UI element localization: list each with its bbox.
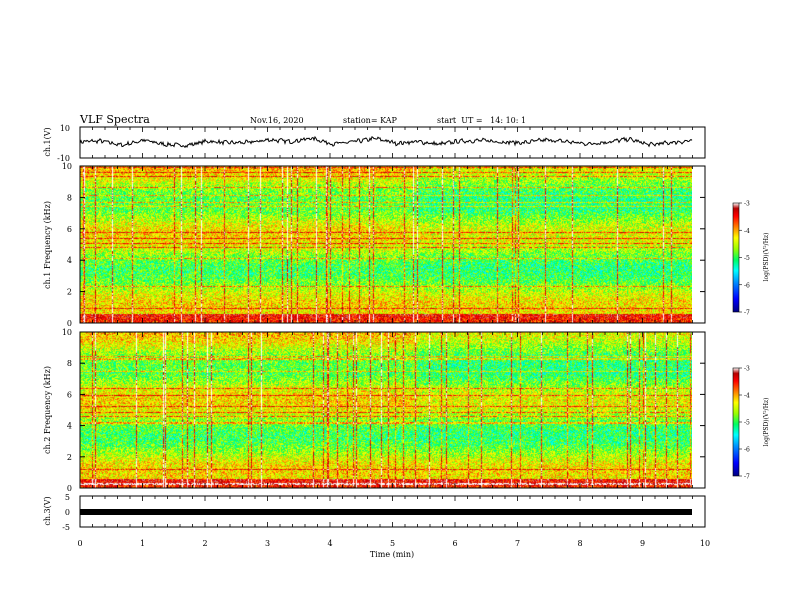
yt3-ytick-8: 8 (67, 359, 72, 368)
ch3-ytick-top: 5 (65, 493, 70, 502)
yt3-ytick-6: 6 (67, 390, 72, 399)
ch1-colorbar-gradient (732, 202, 740, 313)
cb2ticks-tick--7: -7 (744, 474, 750, 481)
ch3-waveform-trace (80, 509, 692, 515)
ch1-spectrogram-panel: 0 2 4 6 8 10 ch.1 Frequency (kHz) (43, 162, 706, 328)
yt3-ytick-10: 10 (62, 328, 72, 337)
date-label: Nov.16, 2020 (250, 116, 304, 125)
cb2ticks-tick--6: -6 (744, 447, 750, 454)
cb2ticks-tick--5: -5 (744, 420, 750, 427)
yt2-ytick-4: 4 (67, 256, 72, 265)
ch1-spectrogram-image (80, 166, 692, 323)
time-axis-tick-labels: 0 1 2 3 4 5 6 7 8 9 10 (77, 539, 710, 548)
ch2-spectrogram-ylabel: ch.2 Frequency (kHz) (43, 366, 52, 454)
ch2-colorbar-label: log(PSD)(V²/Hz) (763, 398, 770, 447)
time-tick-label-10: 10 (700, 539, 710, 548)
yt3-ytick-2: 2 (67, 453, 72, 462)
time-tick-label-9: 9 (640, 539, 645, 548)
figure-title: VLF Spectra (79, 113, 150, 126)
ch3-waveform-panel: 5 0 -5 ch.3(V) (43, 493, 706, 532)
cb1ticks-tick--3: -3 (744, 201, 750, 208)
ch1-waveform-ylabel: ch.1(V) (43, 127, 52, 156)
yt2-ytick-2: 2 (67, 288, 72, 297)
yt2-ytick-8: 8 (67, 193, 72, 202)
cb1ticks-tick--7: -7 (744, 310, 750, 317)
yt2-ytick-0: 0 (67, 319, 72, 328)
time-tick-label-3: 3 (265, 539, 270, 548)
ch1-colorbar-label: log(PSD)(V²/Hz) (763, 233, 770, 282)
time-tick-label-5: 5 (390, 539, 395, 548)
ch1-ytick-bottom: -10 (57, 154, 70, 163)
ch3-ytick-bottom: -5 (62, 523, 70, 532)
yt2-ytick-10: 10 (62, 162, 72, 171)
station-label: station= KAP (343, 116, 398, 125)
time-tick-label-0: 0 (77, 539, 82, 548)
cb2ticks-tick--3: -3 (744, 366, 750, 373)
time-tick-label-2: 2 (202, 539, 207, 548)
ch1-waveform-panel: 10 -10 ch.1(V) (43, 124, 706, 163)
cb2ticks-tick--4: -4 (744, 393, 750, 400)
start-time-label: start UT = 14: 10: 1 (437, 116, 526, 125)
time-tick-label-7: 7 (515, 539, 520, 548)
ch3-ytick-mid: 0 (65, 508, 70, 517)
ch1-spectrogram-ylabel-channel: ch.1 Frequency (kHz) (43, 201, 52, 289)
ch1-ytick-top: 10 (60, 124, 70, 133)
cb1ticks-tick--5: -5 (744, 255, 750, 262)
time-tick-label-8: 8 (577, 539, 582, 548)
yt2-ytick-6: 6 (67, 225, 72, 234)
yt3-ytick-0: 0 (67, 484, 72, 493)
ch2-colorbar-gradient (732, 367, 740, 477)
ch1-colorbar: -3 -4 -5 -6 -7 log(PSD)(V²/Hz) (732, 201, 770, 317)
ch3-waveform-ylabel: ch.3(V) (43, 496, 52, 525)
cb1ticks-tick--4: -4 (744, 228, 750, 235)
time-tick-label-4: 4 (327, 539, 332, 548)
ch2-colorbar: -3 -4 -5 -6 -7 log(PSD)(V²/Hz) (732, 366, 770, 481)
time-tick-label-6: 6 (452, 539, 457, 548)
time-tick-label-1: 1 (140, 539, 145, 548)
time-axis-label: Time (min) (370, 550, 414, 559)
yt3-ytick-4: 4 (67, 422, 72, 431)
cb1ticks-tick--6: -6 (744, 282, 750, 289)
ch1-waveform-trace (80, 135, 693, 149)
time-axis-ticks (79, 127, 706, 527)
ch2-spectrogram-image (80, 332, 692, 488)
ch2-spectrogram-panel: 0 2 4 6 8 10 ch.2 Frequency (kHz) (43, 328, 706, 493)
